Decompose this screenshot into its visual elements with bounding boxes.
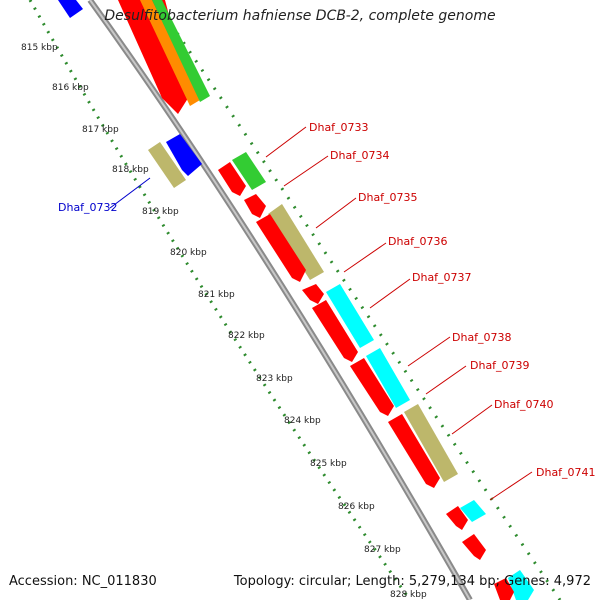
inner-dotted-line xyxy=(163,14,562,600)
scale-label: 819 kbp xyxy=(142,207,179,217)
feature-red-0735a xyxy=(244,194,266,218)
feature-green-top xyxy=(152,0,210,102)
scale-label: 825 kbp xyxy=(310,459,347,469)
feature-cyan-bottom xyxy=(508,570,534,600)
feature-red-0742 xyxy=(462,534,486,560)
gene-leader-lines xyxy=(265,126,533,501)
gene-label: Dhaf_0739 xyxy=(470,359,530,372)
scale-label: 824 kbp xyxy=(284,416,321,426)
feature-red-0740 xyxy=(388,414,440,488)
scale-label: 820 kbp xyxy=(170,248,207,258)
feature-red-0739 xyxy=(350,358,394,416)
gene-label: Dhaf_0734 xyxy=(330,149,390,162)
gene-label: Dhaf_0736 xyxy=(388,235,448,248)
scale-label: 826 kbp xyxy=(338,502,375,512)
genome-backbone xyxy=(87,0,473,600)
gene-label: Dhaf_0741 xyxy=(536,466,596,479)
gene-label: Dhaf_0733 xyxy=(309,121,369,134)
scale-label: 821 kbp xyxy=(198,290,235,300)
gene-label: Dhaf_0737 xyxy=(412,271,472,284)
feature-tan-0735 xyxy=(268,204,324,280)
scale-label: 816 kbp xyxy=(52,83,89,93)
feature-red-0736 xyxy=(256,214,306,282)
feature-red-0734 xyxy=(218,162,246,196)
scale-label: 815 kbp xyxy=(21,43,58,53)
feature-orange-top xyxy=(140,0,200,106)
scale-label: 818 kbp xyxy=(112,165,149,175)
gene-label: Dhaf_0738 xyxy=(452,331,512,344)
feature-red-0741 xyxy=(446,506,468,530)
feature-cyan-0737 xyxy=(326,284,374,348)
feature-cyan-0739 xyxy=(366,348,410,408)
feature-cyan-0741 xyxy=(460,500,486,522)
gene-leader-line-0732 xyxy=(109,177,151,209)
feature-red-bottom xyxy=(494,578,514,600)
gene-label: Dhaf_0732 xyxy=(58,201,118,214)
genome-title: Desulfitobacterium hafniense DCB-2, comp… xyxy=(104,8,496,24)
scale-label: 822 kbp xyxy=(228,331,265,341)
scale-label: 823 kbp xyxy=(256,374,293,384)
scale-label: 828 kbp xyxy=(390,590,427,600)
feature-red-0736b xyxy=(302,284,324,304)
topology-text: Topology: circular; Length: 5,279,134 bp… xyxy=(233,574,591,589)
scale-label: 827 kbp xyxy=(364,545,401,555)
scale-label: 817 kbp xyxy=(82,125,119,135)
feature-tan-0732 xyxy=(148,142,186,188)
feature-green-0733 xyxy=(232,152,266,190)
feature-blue-0732 xyxy=(166,134,202,176)
feature-blue-top xyxy=(58,0,83,18)
feature-red-0738 xyxy=(312,300,358,362)
accession-text: Accession: NC_011830 xyxy=(9,574,157,589)
feature-tan-0740 xyxy=(404,404,458,482)
gene-label: Dhaf_0740 xyxy=(494,398,554,411)
gene-label: Dhaf_0735 xyxy=(358,191,418,204)
